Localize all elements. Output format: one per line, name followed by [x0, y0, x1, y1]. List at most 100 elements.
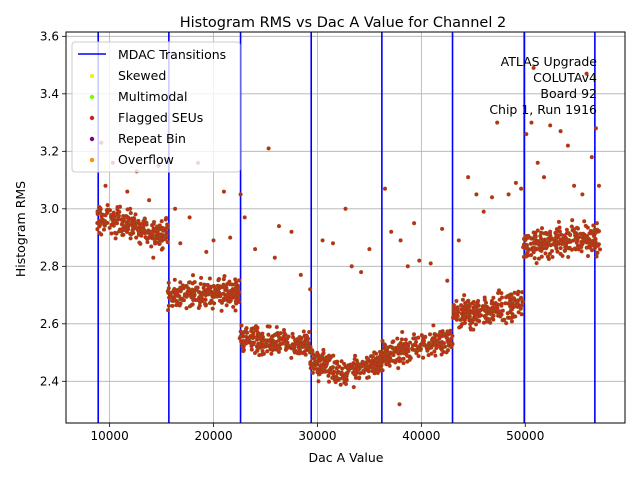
legend: MDAC Transitions Skewed Multimodal Flagg… — [71, 41, 241, 173]
data-point — [380, 355, 385, 361]
outlier-point — [397, 402, 402, 407]
data-point — [451, 313, 456, 318]
data-point — [160, 238, 165, 243]
x-tick-label: 30000 — [298, 429, 336, 443]
data-point — [400, 329, 405, 335]
data-point — [309, 363, 314, 368]
data-point — [579, 239, 584, 245]
data-point — [193, 297, 198, 302]
data-point — [509, 319, 514, 324]
data-point — [295, 339, 300, 344]
data-point — [438, 346, 443, 351]
data-point — [190, 273, 196, 278]
data-point — [239, 323, 244, 328]
data-point — [276, 349, 281, 354]
data-point — [244, 335, 250, 340]
data-point — [454, 317, 459, 322]
data-point — [388, 355, 393, 360]
data-point — [274, 325, 279, 330]
data-point — [592, 232, 597, 237]
data-point — [260, 336, 265, 341]
data-point — [558, 246, 563, 251]
data-point — [461, 311, 466, 316]
outlier-point — [359, 270, 364, 275]
data-point — [341, 374, 346, 379]
data-point — [234, 280, 239, 285]
data-point — [511, 314, 516, 320]
data-point — [483, 300, 489, 305]
data-point — [197, 303, 202, 308]
data-point — [145, 240, 150, 245]
data-point — [375, 360, 380, 365]
outlier-point — [151, 255, 156, 260]
outlier-point — [565, 143, 570, 148]
data-point — [446, 331, 451, 336]
data-point — [421, 335, 426, 340]
data-point — [153, 239, 158, 244]
data-point — [583, 223, 588, 228]
data-point — [559, 232, 564, 237]
data-point — [506, 301, 511, 306]
data-point — [141, 222, 146, 227]
data-point — [235, 290, 240, 295]
outlier-point — [343, 206, 348, 211]
data-point — [109, 222, 114, 227]
data-point — [244, 326, 249, 331]
outlier-point — [351, 385, 356, 390]
data-point — [342, 380, 347, 385]
data-point — [323, 358, 328, 363]
data-point — [181, 286, 186, 291]
data-point — [318, 363, 323, 369]
data-point — [375, 364, 380, 369]
data-point — [490, 305, 495, 310]
data-point — [289, 346, 294, 351]
data-point — [95, 227, 100, 232]
data-point — [124, 214, 129, 219]
data-point — [587, 231, 592, 236]
data-point — [131, 230, 136, 236]
data-point — [150, 223, 155, 228]
outlier-point — [481, 209, 486, 214]
data-point — [508, 310, 513, 315]
data-point — [172, 277, 177, 282]
data-point — [546, 256, 551, 262]
data-point — [556, 219, 561, 224]
data-point — [543, 251, 548, 256]
data-point — [539, 254, 544, 259]
data-point — [405, 359, 410, 364]
data-point — [532, 256, 537, 261]
data-point — [595, 229, 600, 234]
legend-label-seu: Flagged SEUs — [118, 110, 203, 125]
data-point — [166, 280, 171, 285]
data-point — [564, 231, 569, 236]
data-point — [283, 347, 288, 352]
data-point — [358, 371, 363, 376]
data-point — [231, 295, 236, 300]
data-point — [411, 336, 416, 341]
data-point — [443, 333, 448, 338]
data-point — [109, 231, 114, 236]
data-point — [197, 295, 202, 300]
data-point — [149, 235, 154, 240]
y-tick-label: 2.4 — [40, 374, 59, 388]
data-point — [368, 354, 374, 359]
data-point — [445, 348, 451, 353]
data-point — [255, 337, 260, 342]
data-point — [201, 285, 206, 290]
data-point — [227, 299, 232, 304]
data-point — [121, 232, 126, 237]
data-point — [203, 297, 208, 302]
data-point — [570, 228, 575, 233]
data-point — [230, 287, 235, 292]
data-point — [308, 344, 313, 349]
outlier-point — [398, 238, 403, 243]
data-point — [403, 337, 408, 342]
data-point — [289, 355, 294, 360]
data-point — [533, 230, 538, 235]
data-point — [272, 341, 277, 346]
data-point — [536, 256, 541, 261]
data-point — [184, 306, 189, 311]
data-point — [231, 304, 236, 309]
data-point — [594, 254, 599, 259]
chart-title: Histogram RMS vs Dac A Value for Channel… — [180, 15, 506, 31]
